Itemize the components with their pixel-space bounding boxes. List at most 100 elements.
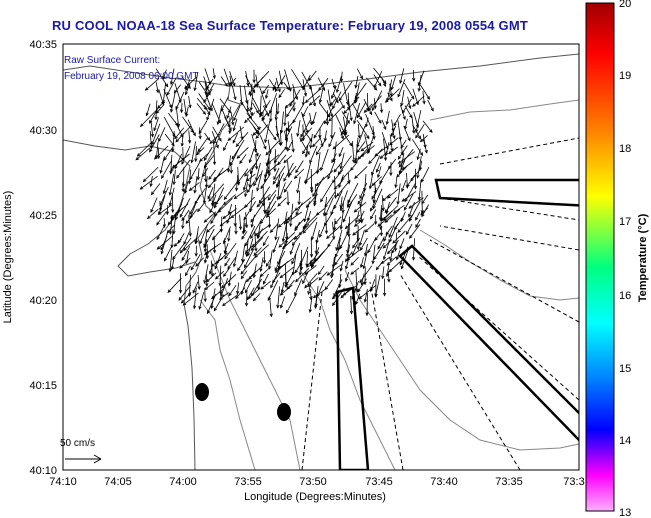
current-vector (244, 112, 256, 123)
current-vector-head (382, 197, 386, 202)
current-vector (257, 228, 263, 238)
current-vector (391, 119, 394, 132)
current-vector (149, 134, 160, 152)
current-vector (251, 236, 264, 251)
current-vector (203, 183, 208, 204)
current-vector-head (286, 113, 290, 118)
current-vector (401, 191, 417, 202)
current-vector (190, 253, 201, 271)
current-vector-head (268, 265, 272, 270)
current-vector-head (139, 186, 144, 190)
current-vector (213, 142, 215, 165)
current-vector-head (260, 286, 264, 290)
current-vector (221, 274, 237, 289)
current-vector (260, 280, 271, 290)
current-vector-head (277, 224, 282, 228)
current-vector (415, 124, 425, 139)
current-vector-head (387, 278, 391, 283)
current-vector-head (156, 155, 161, 160)
current-vector-head (153, 127, 157, 132)
current-vector (327, 238, 334, 248)
current-vector-head (422, 100, 426, 105)
current-vector (224, 257, 231, 267)
current-vector-head (307, 291, 311, 295)
current-vector-head (203, 99, 207, 104)
current-vector (158, 204, 173, 215)
current-vector (275, 125, 281, 146)
current-vector (364, 243, 368, 256)
current-vector (286, 293, 297, 314)
current-vector-head (270, 284, 274, 289)
current-vector (356, 119, 370, 139)
x-tick-label: 73:40 (430, 476, 458, 488)
current-vector (412, 139, 423, 156)
annotation-line-1: Raw Surface Current: (64, 55, 160, 66)
current-vector-head (163, 257, 168, 262)
current-vector-head (269, 313, 273, 318)
current-vector (189, 201, 197, 219)
current-vector (275, 97, 278, 121)
current-vector (399, 68, 405, 84)
current-vector (324, 191, 336, 208)
current-vector-head (426, 96, 431, 100)
current-vector (254, 224, 271, 236)
current-vector-head (181, 161, 185, 165)
current-vector-head (232, 263, 237, 268)
current-vector (244, 249, 254, 268)
current-vector-head (388, 268, 393, 273)
x-tick-label: 73:35 (495, 476, 523, 488)
current-vector (275, 77, 281, 92)
current-vector (418, 74, 422, 92)
current-vector-head (252, 274, 256, 279)
current-vector-head (277, 161, 281, 166)
current-vector-head (330, 135, 334, 139)
current-vector (388, 216, 398, 238)
current-vector-head (415, 216, 419, 221)
current-vector (211, 260, 213, 277)
current-vector (381, 256, 391, 264)
current-vector-head (299, 138, 304, 142)
current-vector (164, 133, 175, 146)
current-vector-head (399, 80, 403, 84)
current-vector (155, 82, 159, 93)
marker-dot-2 (277, 403, 291, 421)
current-vector (230, 111, 234, 125)
current-vector-head (242, 229, 247, 234)
current-vector (284, 211, 288, 225)
current-vector-head (223, 250, 227, 255)
current-vector-head (272, 249, 276, 254)
current-vector-head (153, 156, 158, 160)
current-vector (253, 293, 261, 301)
current-vector (211, 103, 221, 123)
current-vector-head (149, 148, 153, 153)
current-vector-head (196, 151, 200, 156)
current-vector (228, 271, 232, 286)
current-vector (260, 211, 269, 224)
current-vector (393, 204, 405, 214)
current-vector (163, 88, 172, 108)
current-vector (224, 242, 237, 259)
current-vector-head (190, 266, 194, 271)
current-vector (149, 105, 160, 124)
current-vector-head (417, 196, 422, 201)
current-vector-head (371, 107, 375, 112)
current-vector-head (333, 185, 338, 190)
current-vector (332, 221, 335, 239)
current-vector (277, 103, 279, 114)
current-vector-head (274, 236, 278, 241)
current-vector-head (237, 267, 241, 272)
current-vector (372, 244, 376, 264)
current-vector (163, 179, 168, 194)
current-vector-field (135, 67, 434, 318)
current-vector-head (302, 86, 306, 91)
current-vector-head (279, 274, 284, 279)
current-vector (420, 135, 428, 142)
current-vector-head (292, 108, 296, 112)
current-vector (305, 162, 311, 184)
current-vector-head (296, 189, 300, 194)
current-vector-head (185, 272, 189, 277)
current-vector (386, 264, 390, 277)
current-vector-head (187, 139, 192, 144)
current-vector (156, 141, 159, 159)
current-vector-head (415, 124, 419, 129)
